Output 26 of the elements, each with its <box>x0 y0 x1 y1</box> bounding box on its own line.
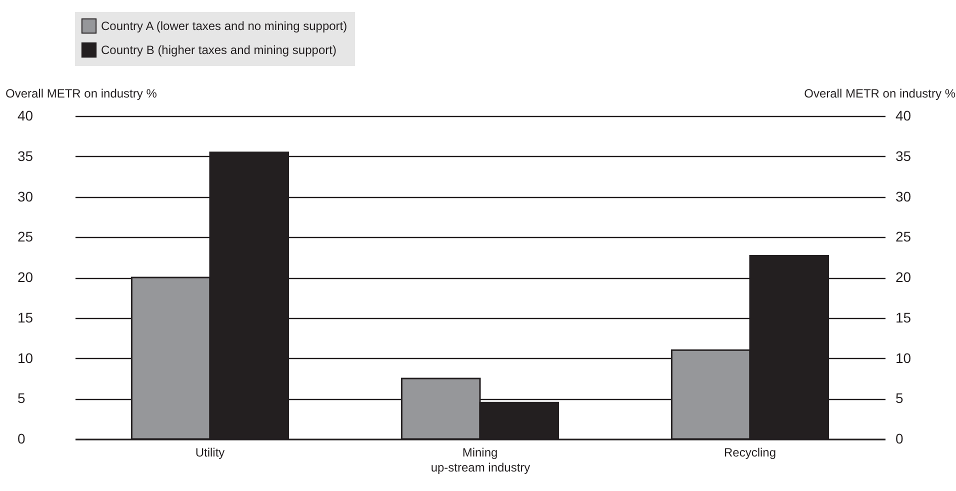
legend-label: Country B (higher taxes and mining support) <box>101 43 336 57</box>
y2-tick-label: 0 <box>896 430 904 446</box>
y2-tick-label: 10 <box>896 350 912 366</box>
y-tick-label: 40 <box>18 108 34 124</box>
y2-tick-label: 40 <box>896 108 912 124</box>
y-tick-label: 30 <box>18 188 34 204</box>
x-tick-label: Mining <box>462 446 498 460</box>
y-tick-label: 5 <box>18 390 26 406</box>
y-tick-label: 0 <box>18 430 26 446</box>
y-tick-label: 10 <box>18 350 34 366</box>
y2-tick-label: 35 <box>896 148 912 164</box>
y2-tick-label: 15 <box>896 309 912 326</box>
legend-label: Country A (lower taxes and no mining support) <box>101 19 348 33</box>
y2-tick-label: 5 <box>896 390 904 406</box>
y-tick-label: 15 <box>18 309 34 326</box>
x-tick-label: Utility <box>195 446 225 460</box>
y2-tick-label: 25 <box>896 228 912 245</box>
y-tick-label: 20 <box>18 269 34 285</box>
y-tick-label: 35 <box>18 148 34 164</box>
y2-axis-title: Overall METR on industry % <box>804 86 956 100</box>
y2-tick-label: 20 <box>896 269 912 285</box>
x-tick-label: Recycling <box>724 446 776 460</box>
y-axis-title: Overall METR on industry % <box>6 86 158 100</box>
y2-tick-label: 30 <box>896 188 912 204</box>
y-tick-label: 25 <box>18 228 34 245</box>
x-axis-title: up-stream industry <box>430 460 530 474</box>
